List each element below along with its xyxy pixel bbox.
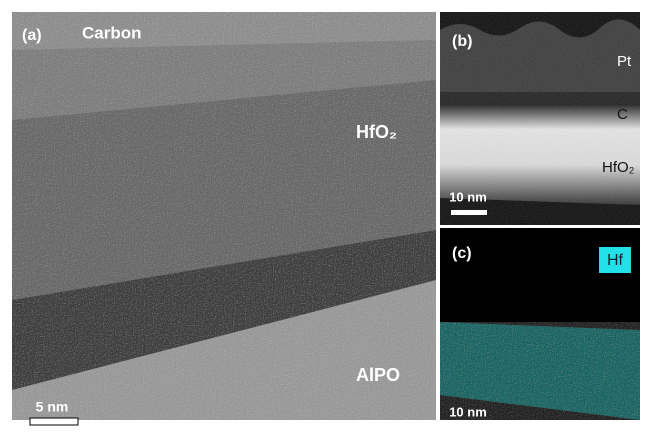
annotation: HfO₂ [356,122,397,142]
panel-label: (a) [22,27,42,44]
annotation: HfO₂ [602,159,635,176]
annotation: AlPO [356,365,400,385]
page: {"panels": [ {"label": "(a)", "annotatio… [0,0,649,433]
figure: (a) Carbon HfO₂ AlPO 5 nm (b) Pt C HfO₂ … [0,0,649,433]
panel-label: (c) [452,245,472,262]
annotation: Pt [617,53,632,70]
scale-bar [451,424,487,429]
annotation: Hf [607,252,624,269]
scale-bar-label: 5 nm [36,399,69,415]
panel-a-image [12,12,436,420]
annotation: C [617,106,628,123]
scale-bar [451,210,487,215]
panel-label: (b) [452,33,472,50]
scale-bar-label: 10 nm [449,189,487,204]
annotation: Carbon [82,23,142,42]
scale-bar-label: 10 nm [449,404,487,419]
scale-bar [30,418,78,425]
